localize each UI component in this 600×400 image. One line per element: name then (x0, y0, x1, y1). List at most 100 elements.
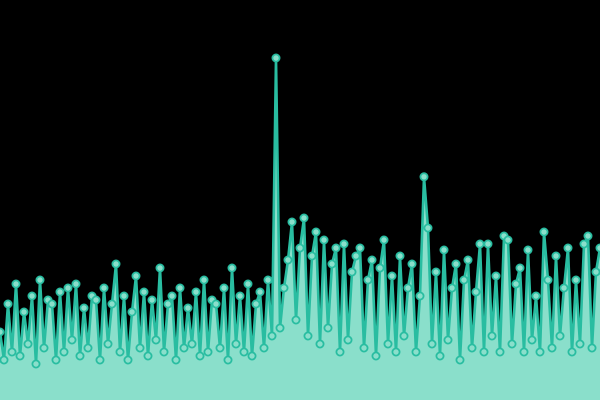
data-point-marker (503, 235, 513, 245)
data-point-marker (447, 283, 457, 293)
data-point-marker (7, 347, 17, 357)
data-point-marker (351, 251, 361, 261)
data-point-marker (283, 255, 293, 265)
data-point-marker (467, 343, 477, 353)
data-point-marker (359, 343, 369, 353)
data-point-marker (427, 339, 437, 349)
data-point-marker (3, 299, 13, 309)
data-point-marker (591, 267, 600, 277)
data-point-marker (0, 327, 5, 337)
data-point-marker (519, 347, 529, 357)
data-point-marker (439, 245, 449, 255)
data-point-marker (315, 339, 325, 349)
data-point-marker (35, 275, 45, 285)
data-point-marker (255, 287, 265, 297)
data-point-marker (279, 283, 289, 293)
data-point-marker (115, 347, 125, 357)
data-point-marker (187, 339, 197, 349)
data-point-marker (171, 355, 181, 365)
data-point-marker (15, 351, 25, 361)
data-point-marker (375, 263, 385, 273)
data-point-marker (183, 303, 193, 313)
data-point-marker (327, 259, 337, 269)
data-point-marker (587, 343, 597, 353)
data-point-marker (271, 53, 281, 63)
data-point-marker (79, 303, 89, 313)
data-point-marker (435, 351, 445, 361)
data-point-marker (99, 283, 109, 293)
data-point-marker (563, 243, 573, 253)
data-point-marker (287, 217, 297, 227)
data-point-marker (383, 339, 393, 349)
data-point-marker (543, 275, 553, 285)
data-point-marker (243, 279, 253, 289)
data-point-marker (511, 279, 521, 289)
data-point-marker (259, 343, 269, 353)
data-point-marker (55, 287, 65, 297)
data-point-marker (423, 223, 433, 233)
data-point-marker (23, 339, 33, 349)
data-point-marker (571, 275, 581, 285)
data-point-marker (547, 343, 557, 353)
data-point-marker (71, 279, 81, 289)
data-point-marker (371, 351, 381, 361)
data-point-marker (147, 295, 157, 305)
data-point-marker (311, 227, 321, 237)
data-point-marker (531, 291, 541, 301)
data-point-marker (339, 239, 349, 249)
data-point-marker (363, 275, 373, 285)
data-point-marker (307, 251, 317, 261)
data-point-marker (567, 347, 577, 357)
data-point-marker (51, 355, 61, 365)
data-point-marker (231, 339, 241, 349)
data-point-marker (459, 275, 469, 285)
data-point-marker (223, 355, 233, 365)
data-point-marker (251, 299, 261, 309)
data-point-marker (143, 351, 153, 361)
data-point-marker (211, 299, 221, 309)
data-point-marker (11, 279, 21, 289)
data-point-marker (479, 347, 489, 357)
data-point-marker (595, 243, 600, 253)
data-point-marker (103, 339, 113, 349)
data-point-marker (551, 251, 561, 261)
data-point-marker (395, 251, 405, 261)
data-point-marker (475, 239, 485, 249)
data-point-marker (167, 291, 177, 301)
data-point-marker (215, 343, 225, 353)
data-point-marker (431, 267, 441, 277)
data-point-marker (31, 359, 41, 369)
data-point-marker (267, 331, 277, 341)
data-point-marker (179, 343, 189, 353)
data-point-markers (0, 53, 600, 369)
data-point-marker (387, 271, 397, 281)
data-point-marker (19, 307, 29, 317)
data-point-marker (27, 291, 37, 301)
data-point-marker (107, 299, 117, 309)
data-point-marker (127, 307, 137, 317)
data-point-marker (83, 343, 93, 353)
data-point-marker (523, 245, 533, 255)
data-point-marker (123, 355, 133, 365)
data-point-marker (67, 335, 77, 345)
data-point-marker (247, 351, 257, 361)
data-point-marker (119, 291, 129, 301)
data-point-marker (403, 283, 413, 293)
data-point-marker (111, 259, 121, 269)
data-point-marker (451, 259, 461, 269)
data-point-marker (507, 339, 517, 349)
data-point-marker (555, 331, 565, 341)
data-point-marker (515, 263, 525, 273)
data-point-marker (239, 347, 249, 357)
data-point-marker (203, 347, 213, 357)
data-point-marker (159, 347, 169, 357)
data-point-marker (331, 243, 341, 253)
data-point-marker (535, 347, 545, 357)
data-point-marker (135, 343, 145, 353)
data-point-marker (463, 255, 473, 265)
data-point-marker (219, 283, 229, 293)
data-point-marker (163, 299, 173, 309)
